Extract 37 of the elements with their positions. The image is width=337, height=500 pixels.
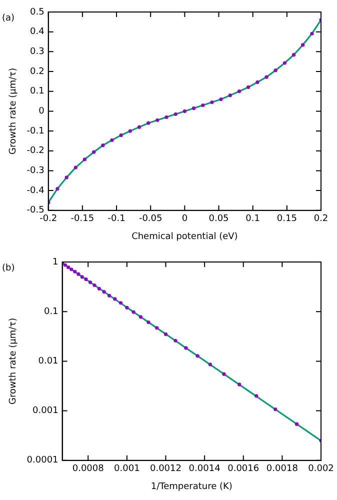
y-tick-label: -0.2	[26, 146, 44, 156]
x-tick-label: 0.05	[208, 214, 229, 224]
x-tick-label: 0	[182, 214, 188, 224]
y-axis-title: Growth rate (μm/τ)	[8, 318, 19, 404]
x-axis-title: Chemical potential (eV)	[132, 232, 238, 242]
x-tick-label: 0.0016	[228, 464, 260, 474]
x-tick-label: 0.0012	[150, 464, 182, 474]
y-tick-label: -0.1	[26, 126, 44, 136]
y-tick-label: 0.001	[32, 406, 58, 416]
y-tick-label: -0.5	[26, 206, 44, 216]
y-tick-label: 0.1	[44, 306, 58, 317]
y-tick-label: 0	[38, 106, 45, 117]
y-tick-label: 0.3	[30, 47, 44, 58]
chart-title: (a)	[2, 13, 15, 24]
x-tick-label: 0.0014	[188, 464, 221, 474]
x-tick-label: -0.15	[70, 214, 94, 224]
y-tick-label: 1	[52, 257, 58, 268]
y-tick-label: 0.01	[38, 356, 58, 367]
y-tick-label: 0.0001	[26, 456, 58, 466]
x-tick-label: 0.15	[276, 214, 297, 224]
y-tick-label: 0.4	[30, 27, 45, 38]
x-tick-label: 0.0018	[266, 464, 298, 474]
x-tick-label: 0.001	[114, 464, 140, 474]
x-tick-label: 0.2	[314, 214, 328, 224]
x-axis-title: 1/Temperature (K)	[150, 482, 232, 492]
x-tick-label: -0.05	[138, 214, 162, 224]
y-tick-label: -0.4	[26, 186, 45, 196]
chart-title: (b)	[2, 263, 15, 274]
y-axis-title: Growth rate (μm/τ)	[8, 68, 19, 154]
x-tick-label: 0.1	[246, 214, 260, 224]
x-tick-label: -0.1	[108, 214, 126, 224]
y-tick-label: 0.1	[30, 86, 44, 97]
x-tick-label: 0.0008	[72, 464, 104, 474]
y-tick-label: 0.2	[30, 66, 44, 77]
x-tick-label: 0.002	[308, 464, 334, 474]
y-tick-label: -0.3	[26, 166, 44, 176]
y-tick-label: 0.5	[30, 7, 44, 18]
